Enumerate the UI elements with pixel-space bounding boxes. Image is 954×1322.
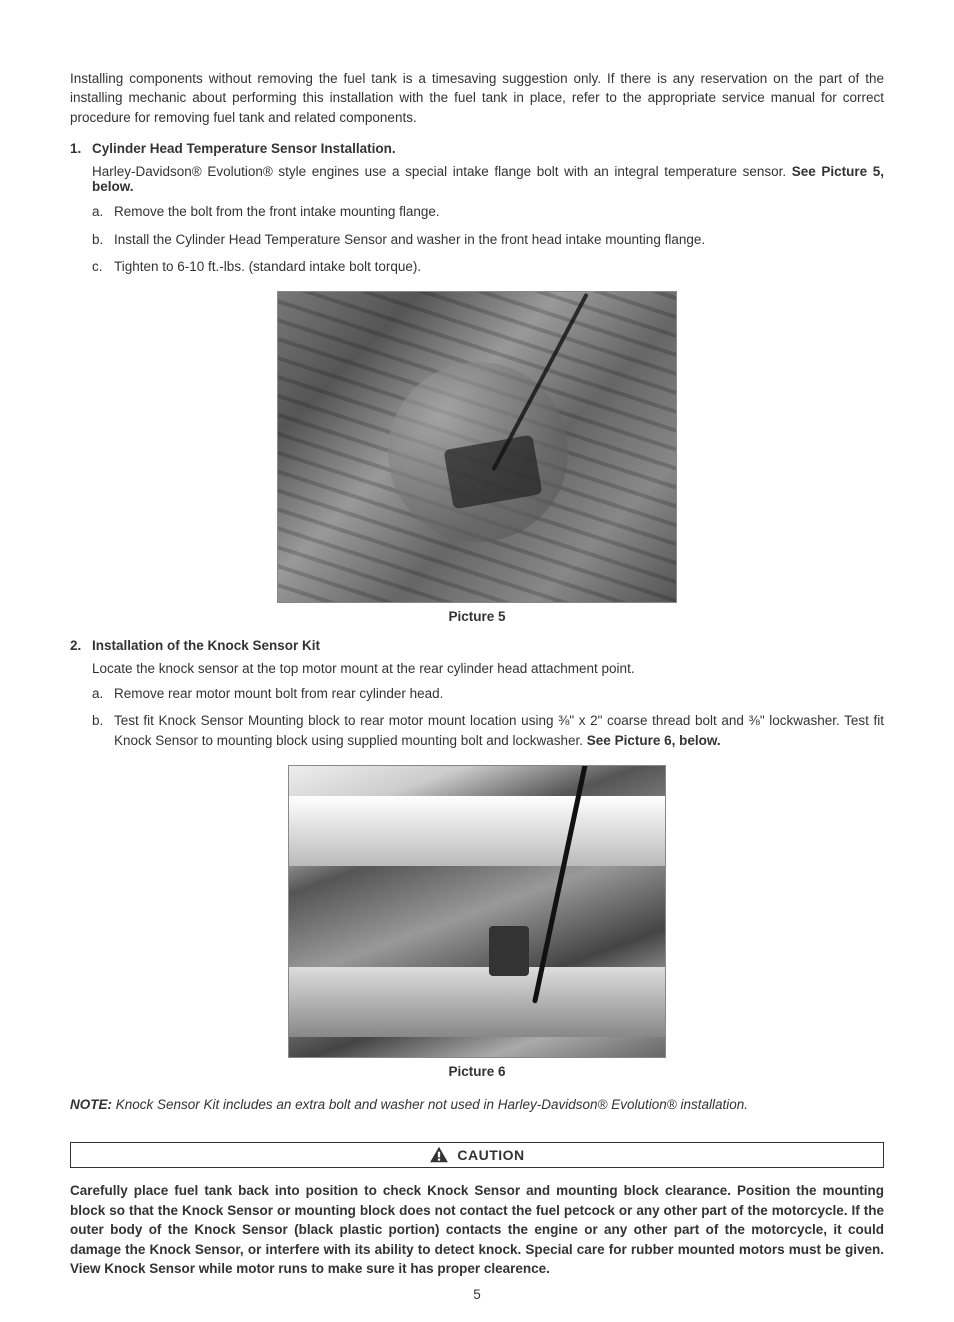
- section-1-item-b-text: Install the Cylinder Head Temperature Se…: [114, 230, 884, 250]
- section-1-item-c-letter: c.: [92, 257, 114, 277]
- caution-bar: CAUTION: [70, 1142, 884, 1168]
- note-label: NOTE:: [70, 1097, 112, 1112]
- note: NOTE: Knock Sensor Kit includes an extra…: [70, 1097, 884, 1112]
- section-2-header: 2. Installation of the Knock Sensor Kit: [70, 638, 884, 653]
- section-1-item-c: c. Tighten to 6-10 ft.-lbs. (standard in…: [92, 257, 884, 277]
- note-text: Knock Sensor Kit includes an extra bolt …: [112, 1097, 748, 1112]
- section-2-item-a-letter: a.: [92, 684, 114, 704]
- section-1-number: 1.: [70, 141, 92, 156]
- section-2-lead: Locate the knock sensor at the top motor…: [92, 661, 884, 676]
- intro-paragraph: Installing components without removing t…: [70, 69, 884, 128]
- page-number: 5: [0, 1287, 954, 1302]
- warning-icon: [429, 1146, 449, 1163]
- figure-6: [70, 765, 884, 1058]
- figure-5-caption: Picture 5: [70, 609, 884, 624]
- figure-5-image: [277, 291, 677, 603]
- figure-5: [70, 291, 884, 603]
- caution-body: Carefully place fuel tank back into posi…: [70, 1181, 884, 1279]
- section-2-number: 2.: [70, 638, 92, 653]
- figure-6-caption: Picture 6: [70, 1064, 884, 1079]
- caution-label: CAUTION: [457, 1147, 524, 1163]
- section-1-item-a-letter: a.: [92, 202, 114, 222]
- section-1-item-c-text: Tighten to 6-10 ft.-lbs. (standard intak…: [114, 257, 884, 277]
- section-1-item-a: a. Remove the bolt from the front intake…: [92, 202, 884, 222]
- section-1-item-b-letter: b.: [92, 230, 114, 250]
- section-2-item-a-text: Remove rear motor mount bolt from rear c…: [114, 684, 884, 704]
- section-1-lead: Harley-Davidson® Evolution® style engine…: [92, 164, 884, 194]
- section-2-title: Installation of the Knock Sensor Kit: [92, 638, 320, 653]
- section-2-item-b: b. Test fit Knock Sensor Mounting block …: [92, 711, 884, 750]
- page: Installing components without removing t…: [0, 0, 954, 1322]
- section-2-item-b-letter: b.: [92, 711, 114, 750]
- section-2-item-b-text: Test fit Knock Sensor Mounting block to …: [114, 711, 884, 750]
- section-2-item-b-pre: Test fit Knock Sensor Mounting block to …: [114, 713, 884, 748]
- section-1-lead-text: Harley-Davidson® Evolution® style engine…: [92, 164, 792, 179]
- figure-6-image: [288, 765, 666, 1058]
- section-1-item-a-text: Remove the bolt from the front intake mo…: [114, 202, 884, 222]
- section-1-header: 1. Cylinder Head Temperature Sensor Inst…: [70, 141, 884, 156]
- section-2-item-a: a. Remove rear motor mount bolt from rea…: [92, 684, 884, 704]
- section-1-title: Cylinder Head Temperature Sensor Install…: [92, 141, 396, 156]
- section-2-item-b-bold: See Picture 6, below.: [587, 733, 721, 748]
- section-2-lead-text: Locate the knock sensor at the top motor…: [92, 661, 635, 676]
- section-1-item-b: b. Install the Cylinder Head Temperature…: [92, 230, 884, 250]
